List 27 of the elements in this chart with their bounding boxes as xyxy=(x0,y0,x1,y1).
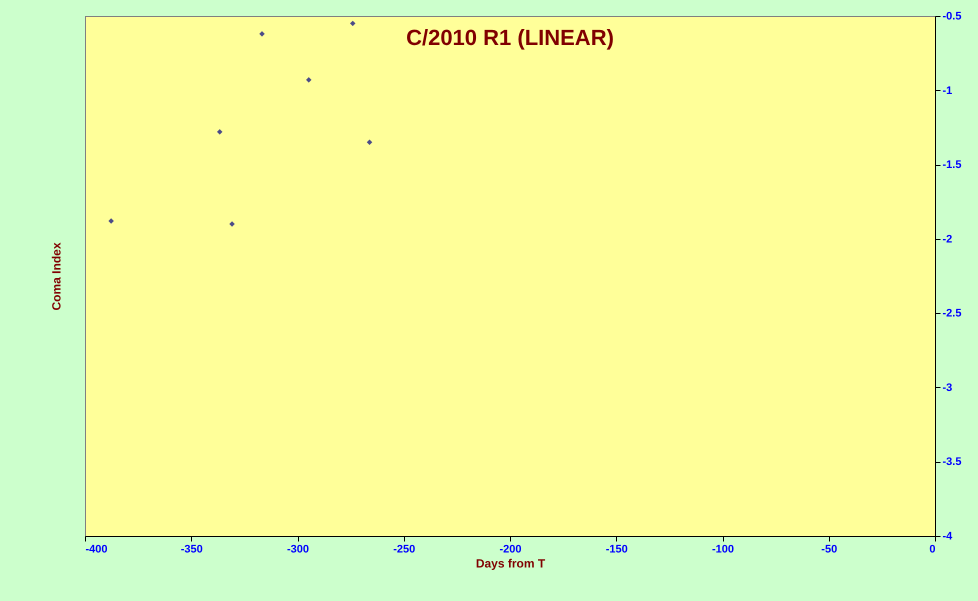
x-tick-label: -300 xyxy=(286,544,310,556)
chart-title: C/2010 R1 (LINEAR) xyxy=(406,25,614,50)
x-axis-title: Days from T xyxy=(476,556,546,570)
x-tick-label: -150 xyxy=(606,544,628,556)
point xyxy=(108,218,114,224)
x-tick-label: -400 xyxy=(86,544,108,556)
point xyxy=(229,221,235,227)
point xyxy=(350,20,356,26)
y-tick-label: -3 xyxy=(942,382,952,394)
y-tick-label: -2 xyxy=(942,233,952,246)
x-tick-label: 0 xyxy=(929,544,936,556)
y-tick-label: -2.5 xyxy=(942,308,962,320)
point xyxy=(259,31,265,37)
point xyxy=(306,77,312,83)
x-tick-label: -200 xyxy=(499,544,522,556)
y-tick-label: -3.5 xyxy=(942,456,962,468)
y-tick-label: -0.5 xyxy=(942,10,962,22)
y-tick-label: -4 xyxy=(942,530,954,542)
y-tick-label: -1 xyxy=(942,84,952,97)
x-tick-label: -350 xyxy=(180,544,203,556)
y-axis-title: Coma Index xyxy=(50,242,64,311)
y-tick-label: -1.5 xyxy=(942,159,962,172)
point xyxy=(216,129,222,135)
point xyxy=(366,140,372,146)
x-tick-label: -50 xyxy=(821,544,838,556)
x-tick-label: -250 xyxy=(393,544,416,556)
x-tick-label: -100 xyxy=(712,544,734,556)
